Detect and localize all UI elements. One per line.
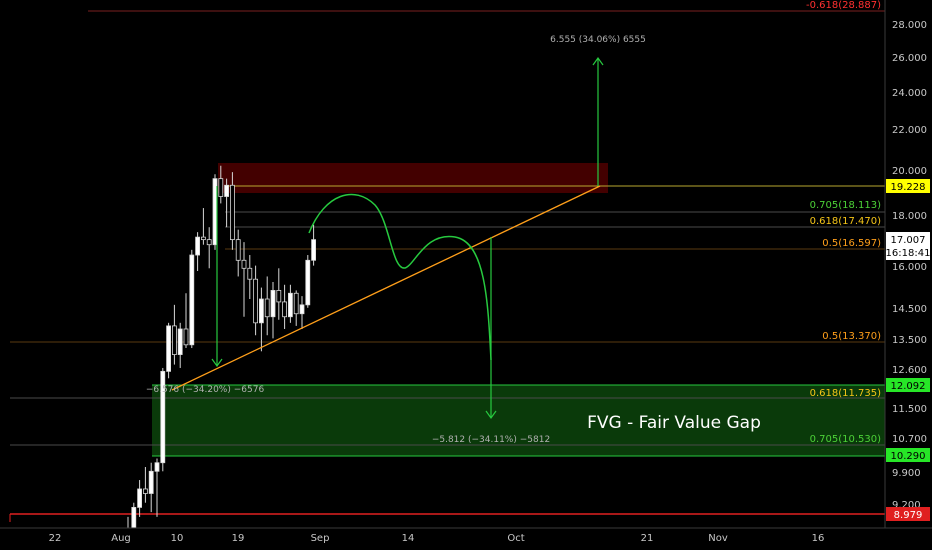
xtick-14: 14 xyxy=(402,533,415,544)
xtick-19: 19 xyxy=(232,533,245,544)
candle-body xyxy=(287,292,293,318)
candle-body xyxy=(200,236,206,241)
candle-body xyxy=(142,488,148,494)
badge-fvg-top-bg xyxy=(886,378,930,392)
candle-body xyxy=(183,328,189,346)
measure-down-left-arrowhead xyxy=(211,358,223,368)
candle-body xyxy=(160,370,166,464)
measure-up-arrowhead xyxy=(592,56,604,66)
badge-upper-level-bg xyxy=(886,179,930,193)
candles-group xyxy=(125,165,317,550)
candle-body xyxy=(229,184,235,241)
badge-fvg-bottom: 10.290 xyxy=(891,451,926,462)
fib-label-neg0618: -0.618(28.887) xyxy=(806,0,881,11)
candle-body xyxy=(270,290,276,318)
badge-last-price: 17.007 xyxy=(891,235,926,246)
fib-label-0705-upper: 0.705(18.113) xyxy=(810,200,882,211)
ytick-9900: 9.900 xyxy=(892,468,921,479)
xtick-nov: Nov xyxy=(708,533,728,544)
candle-body xyxy=(282,301,288,318)
xtick-10: 10 xyxy=(171,533,184,544)
measure-down-right-arrowhead xyxy=(485,410,497,420)
xtick-16: 16 xyxy=(812,533,825,544)
xtick-oct: Oct xyxy=(507,533,524,544)
fvg-label: FVG - Fair Value Gap xyxy=(587,413,761,433)
candle-body xyxy=(148,470,154,494)
badge-upper-level: 19.228 xyxy=(891,182,926,193)
fvg-zone xyxy=(152,385,885,456)
fib-label-05-upper: 0.5(16.597) xyxy=(822,238,881,249)
badge-low-level: 8.979 xyxy=(894,510,923,521)
projected-path xyxy=(308,193,492,361)
ytick-9200: 9.200 xyxy=(892,500,921,511)
badge-fvg-bottom-bg xyxy=(886,448,930,462)
fib-label-0618-upper: 0.618(17.470) xyxy=(810,216,882,227)
candle-body xyxy=(166,325,172,372)
xtick-21: 21 xyxy=(641,533,654,544)
xtick-22: 22 xyxy=(49,533,62,544)
candle-body xyxy=(241,259,247,269)
time-axis-ticks: 22 Aug 10 19 Sep 14 Oct 21 Nov 16 xyxy=(49,533,825,544)
measure-down-left-label: −6.576 (−34.20%) −6576 xyxy=(146,385,265,395)
price-axis-bg[interactable] xyxy=(885,0,932,528)
candle-body xyxy=(206,239,212,246)
candle-body xyxy=(195,236,201,256)
xtick-sep: Sep xyxy=(311,533,330,544)
time-axis-bg[interactable] xyxy=(0,528,885,550)
candle-body xyxy=(154,462,160,472)
candle-body xyxy=(305,259,311,306)
candle-body xyxy=(177,328,183,355)
price-axis-ticks: 28.000 26.000 24.000 22.000 20.000 18.00… xyxy=(892,20,927,511)
ytick-16000: 16.000 xyxy=(892,262,927,273)
candle-body xyxy=(258,298,264,324)
candle-body xyxy=(311,239,317,261)
badge-low-level-bg xyxy=(886,507,930,521)
fib-label-0705-lower: 0.705(10.530) xyxy=(810,434,882,445)
candle-body xyxy=(253,278,259,324)
badge-countdown: 16:18:41 xyxy=(886,248,931,259)
candle-body xyxy=(247,267,253,280)
candle-body xyxy=(299,304,305,315)
ytick-18000: 18.000 xyxy=(892,211,927,222)
candle-body xyxy=(293,292,299,315)
ytick-12600: 12.600 xyxy=(892,365,927,376)
ytick-24000: 24.000 xyxy=(892,88,927,99)
ytick-26000: 26.000 xyxy=(892,53,927,64)
ascending-trendline xyxy=(171,185,601,391)
measure-up-label: 6.555 (34.06%) 6555 xyxy=(550,35,646,45)
ytick-22000: 22.000 xyxy=(892,125,927,136)
candle-body xyxy=(264,298,270,318)
candle-body xyxy=(224,184,230,197)
ytick-10700: 10.700 xyxy=(892,434,927,445)
candle-body xyxy=(235,239,241,261)
ytick-11500: 11.500 xyxy=(892,404,927,415)
candle-body xyxy=(189,254,195,346)
ytick-28000: 28.000 xyxy=(892,20,927,31)
candle-body xyxy=(218,178,224,197)
supply-zone xyxy=(218,163,608,193)
ytick-13500: 13.500 xyxy=(892,335,927,346)
measure-down-right-label: −5.812 (−34.11%) −5812 xyxy=(432,435,550,445)
candle-body xyxy=(276,290,282,303)
candle-body xyxy=(137,488,143,508)
candle-body xyxy=(171,325,177,355)
ytick-14500: 14.500 xyxy=(892,304,927,315)
badge-fvg-top: 12.092 xyxy=(891,381,926,392)
badge-last-price-bg xyxy=(886,232,930,260)
xtick-aug: Aug xyxy=(111,533,131,544)
fib-label-0618-lower: 0.618(11.735) xyxy=(810,388,882,399)
fib-label-05-lower: 0.5(13.370) xyxy=(822,331,881,342)
ytick-20000: 20.000 xyxy=(892,166,927,177)
